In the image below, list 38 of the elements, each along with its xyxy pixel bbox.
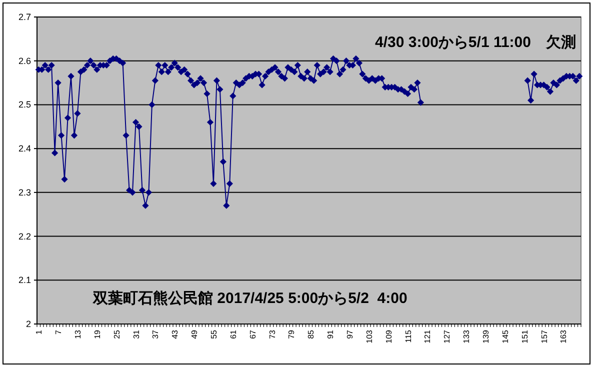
x-tick-label: 121 xyxy=(423,329,432,344)
x-tick-label: 61 xyxy=(228,329,238,339)
x-tick-label: 103 xyxy=(364,329,374,344)
y-tick-label: 2.7 xyxy=(18,12,31,22)
x-tick-label: 139 xyxy=(481,329,490,344)
x-tick-label: 67 xyxy=(248,329,258,339)
x-tick-label: 109 xyxy=(384,329,394,344)
x-tick-label: 43 xyxy=(170,329,180,339)
y-tick-label: 2.3 xyxy=(18,187,31,198)
x-tick-label: 163 xyxy=(559,329,568,344)
x-tick-label: 97 xyxy=(345,329,354,339)
x-tick-label: 7 xyxy=(54,329,64,334)
x-tick-label: 19 xyxy=(92,329,102,339)
x-tick-label: 115 xyxy=(404,329,413,343)
x-tick-label: 1 xyxy=(34,329,44,334)
x-tick-label: 85 xyxy=(306,329,316,339)
annotation: 4/30 3:00から5/1 11:00 欠測 xyxy=(375,34,576,51)
y-tick-label: 2.2 xyxy=(18,231,31,242)
x-tick-label: 133 xyxy=(462,329,472,344)
x-tick-label: 25 xyxy=(112,329,122,339)
x-tick-label: 31 xyxy=(132,329,141,339)
x-tick-label: 145 xyxy=(500,329,510,344)
x-tick-label: 37 xyxy=(151,329,160,339)
x-tick-label: 73 xyxy=(268,329,277,339)
y-tick-label: 2.5 xyxy=(18,100,31,110)
text: 双葉町石熊公民館 2017/4/25 5:00から5/2 4:00 xyxy=(92,290,408,307)
x-tick-label: 151 xyxy=(520,329,530,344)
x-tick-label: 13 xyxy=(73,329,82,339)
y-tick-label: 2.4 xyxy=(18,144,31,154)
x-tick-label: 91 xyxy=(326,329,336,339)
x-tick-label: 157 xyxy=(540,329,549,344)
x-tick-label: 127 xyxy=(442,329,452,344)
x-tick-label: 55 xyxy=(209,329,218,339)
y-tick-label: 2 xyxy=(26,319,31,329)
x-tick-label: 49 xyxy=(190,329,200,339)
y-tick-label: 2.6 xyxy=(18,56,31,66)
y-tick-label: 2.1 xyxy=(18,275,31,286)
x-tick-label: 79 xyxy=(287,329,296,339)
